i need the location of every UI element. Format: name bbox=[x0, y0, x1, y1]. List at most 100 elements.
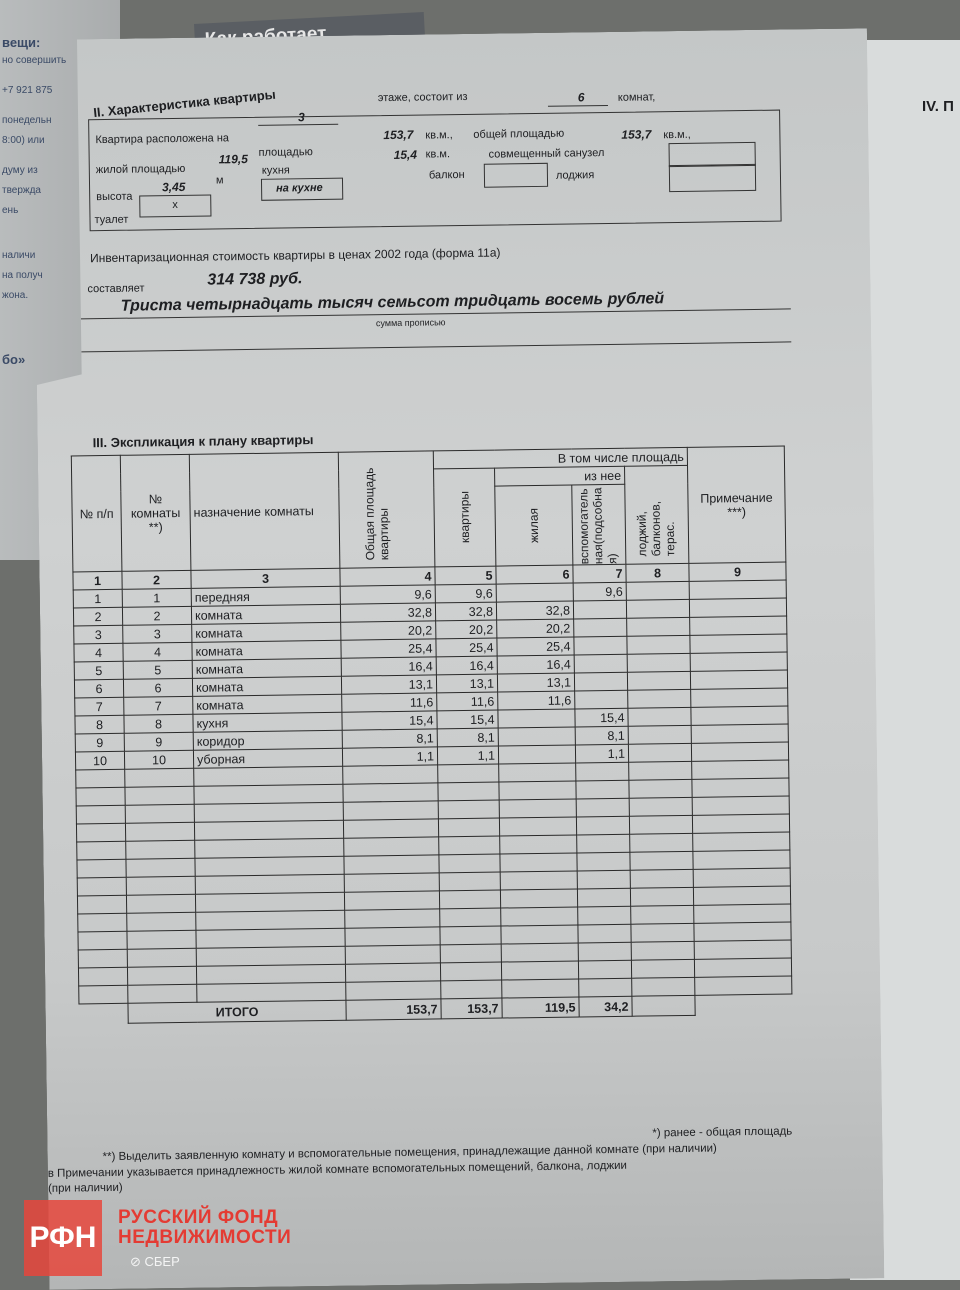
area-unit: кв.м., bbox=[425, 129, 453, 142]
total-area-value: 153,7 bbox=[621, 127, 652, 142]
empty-cell bbox=[500, 835, 577, 854]
hdr-loggia: лоджий, балконов, терас. bbox=[634, 500, 678, 557]
cell-total: 8,1 bbox=[342, 729, 437, 748]
empty-cell bbox=[631, 941, 694, 960]
hdr-total: Общая площадь квартиры bbox=[361, 467, 392, 560]
empty-cell bbox=[629, 779, 692, 798]
column-number: 3 bbox=[191, 568, 340, 588]
empty-cell bbox=[439, 872, 500, 891]
rooms-suffix: комнат, bbox=[617, 91, 656, 104]
empty-cell bbox=[78, 931, 127, 950]
empty-cell bbox=[194, 820, 343, 840]
floor-value: 3 bbox=[298, 110, 305, 125]
cell-np: 5 bbox=[74, 661, 123, 680]
section3-title: III. Экспликация к плану квартиры bbox=[92, 432, 314, 451]
watermark-text: РУССКИЙ ФОНД НЕДВИЖИМОСТИ bbox=[118, 1208, 291, 1248]
hdr-purpose: назначение комнаты bbox=[189, 452, 340, 570]
empty-cell bbox=[76, 805, 125, 824]
cell-loggia bbox=[626, 581, 689, 600]
cell-total: 25,4 bbox=[341, 639, 436, 658]
empty-cell bbox=[195, 874, 344, 894]
empty-cell bbox=[694, 904, 791, 923]
empty-cell bbox=[125, 822, 194, 841]
amount-label: составляет bbox=[87, 282, 145, 296]
cell-apartment: 13,1 bbox=[436, 674, 497, 693]
empty-cell bbox=[195, 838, 344, 858]
empty-cell bbox=[78, 913, 127, 932]
cell-room: 2 bbox=[122, 606, 191, 625]
empty-cell bbox=[195, 856, 344, 876]
hdr-living: жилая bbox=[526, 507, 542, 544]
empty-cell bbox=[439, 890, 500, 909]
empty-cell bbox=[577, 852, 630, 871]
empty-cell bbox=[345, 945, 440, 964]
empty-cell bbox=[576, 816, 629, 835]
cell-total: 16,4 bbox=[341, 657, 436, 676]
cell-purpose: кухня bbox=[193, 712, 342, 732]
cell-apartment: 1,1 bbox=[437, 746, 498, 765]
empty-cell bbox=[631, 959, 694, 978]
empty-cell bbox=[76, 787, 125, 806]
cell-purpose: комната bbox=[192, 640, 341, 660]
empty-cell bbox=[578, 906, 631, 925]
empty-cell bbox=[576, 780, 629, 799]
empty-cell bbox=[441, 980, 502, 999]
empty-cell bbox=[125, 786, 194, 805]
cell-room: 3 bbox=[123, 624, 192, 643]
rooms-value: 6 bbox=[577, 90, 585, 105]
empty-cell bbox=[500, 871, 577, 890]
empty-cell bbox=[501, 925, 578, 944]
np-snippet: думу из bbox=[2, 165, 38, 176]
empty-cell bbox=[127, 948, 196, 967]
hdr-apartment: квартиры bbox=[457, 491, 473, 544]
empty-cell bbox=[79, 985, 128, 1004]
empty-cell bbox=[77, 895, 126, 914]
cell-loggia bbox=[627, 653, 690, 672]
footnote-3: в Примечании указывается принадлежность … bbox=[47, 1159, 628, 1180]
empty-cell bbox=[629, 761, 692, 780]
cell-note bbox=[691, 742, 788, 761]
column-number: 7 bbox=[573, 564, 626, 583]
empty-cell bbox=[692, 796, 789, 815]
cell-apartment: 8,1 bbox=[437, 728, 498, 747]
empty-cell bbox=[631, 905, 694, 924]
column-number: 8 bbox=[626, 563, 689, 582]
empty-cell bbox=[77, 841, 126, 860]
cell-aux bbox=[574, 672, 627, 691]
empty-cell bbox=[578, 924, 631, 943]
empty-cell bbox=[693, 886, 790, 905]
empty-cell bbox=[77, 859, 126, 878]
hdr-aux: вспомогательная(подсобная) bbox=[576, 486, 620, 564]
empty-cell bbox=[576, 798, 629, 817]
empty-cell bbox=[127, 966, 196, 985]
empty-cell bbox=[194, 784, 343, 804]
footnote-4: (при наличии) bbox=[47, 1181, 123, 1195]
cell-note bbox=[690, 634, 787, 653]
empty-cell bbox=[439, 854, 500, 873]
empty-cell bbox=[438, 800, 499, 819]
empty-cell bbox=[196, 946, 345, 966]
total-living: 119,5 bbox=[502, 997, 579, 1018]
cell-loggia bbox=[628, 725, 691, 744]
cell-apartment: 11,6 bbox=[437, 692, 498, 711]
cell-loggia bbox=[628, 743, 691, 762]
cell-note bbox=[691, 706, 788, 725]
cell-np: 6 bbox=[74, 679, 123, 698]
hdr-of-which: из нее bbox=[495, 466, 625, 486]
empty-cell bbox=[76, 823, 125, 842]
kitchen-box-value: на кухне bbox=[276, 181, 323, 195]
empty-cell bbox=[78, 967, 127, 986]
empty-cell bbox=[500, 853, 577, 872]
np-snippet: наличи bbox=[2, 250, 36, 261]
empty-cell bbox=[343, 765, 438, 784]
empty-cell bbox=[127, 912, 196, 931]
total-area-unit: кв.м., bbox=[663, 128, 691, 142]
cell-living: 25,4 bbox=[497, 637, 574, 656]
empty-cell bbox=[79, 1003, 128, 1024]
cell-apartment: 32,8 bbox=[435, 602, 496, 621]
empty-cell bbox=[501, 961, 578, 980]
total-aux: 34,2 bbox=[579, 996, 632, 1017]
cell-room: 5 bbox=[123, 660, 192, 679]
np-snippet: бо» bbox=[2, 352, 26, 367]
cell-purpose: комната bbox=[191, 604, 340, 624]
